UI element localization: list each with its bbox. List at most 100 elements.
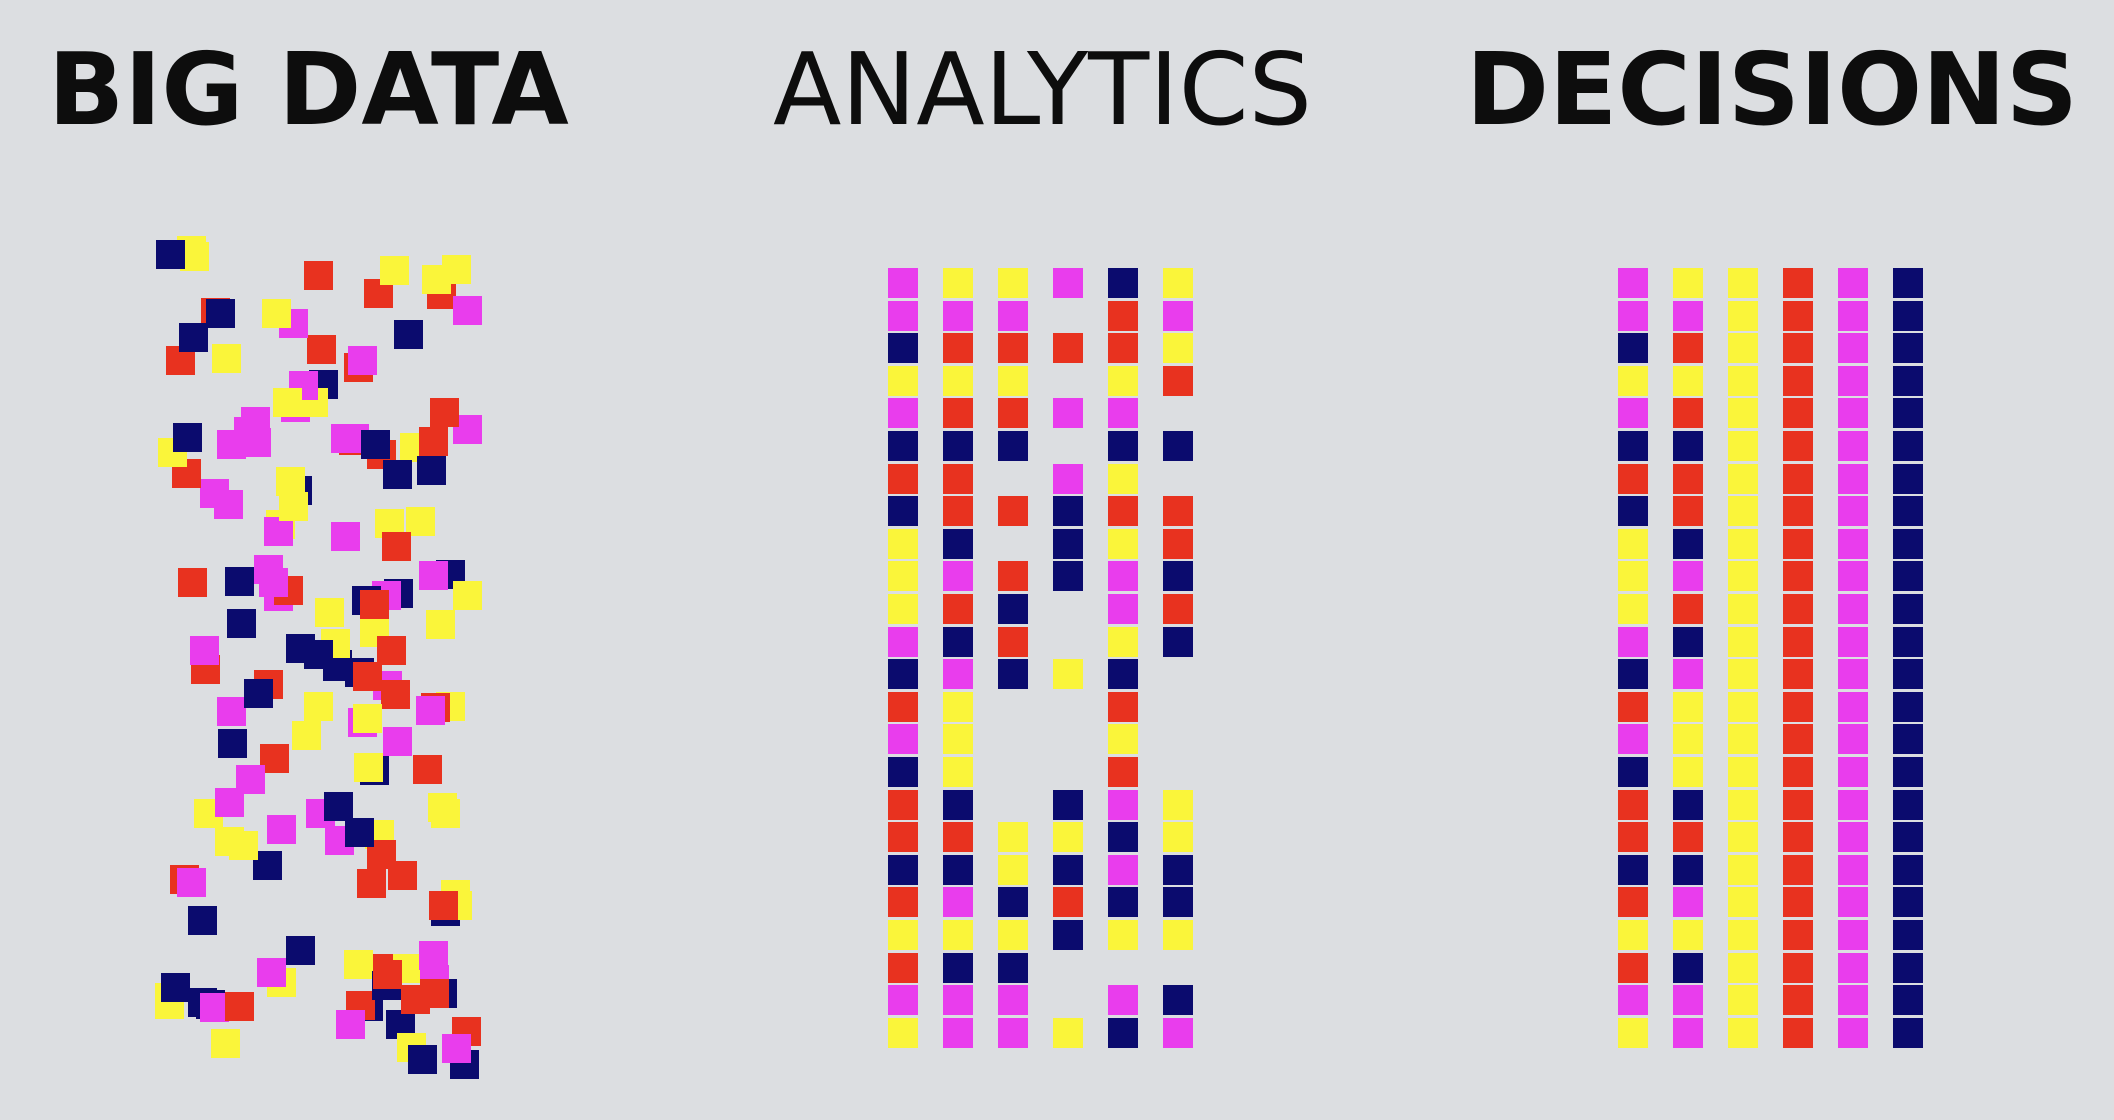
red-square (1618, 691, 1648, 722)
yellow-square (315, 598, 344, 627)
magenta-square (1838, 398, 1868, 429)
red-square (1783, 626, 1813, 657)
navy-square (888, 659, 918, 690)
navy-square (1893, 431, 1923, 461)
red-square (1163, 594, 1193, 624)
yellow-square (1728, 757, 1758, 787)
yellow-square (1108, 528, 1138, 559)
yellow-square (1053, 822, 1083, 853)
navy-square (1893, 268, 1923, 298)
magenta-square (190, 636, 219, 665)
magenta-square (1838, 887, 1868, 918)
navy-square (383, 460, 412, 489)
navy-square (1053, 561, 1083, 592)
yellow-square (344, 950, 373, 979)
magenta-square (348, 346, 377, 375)
navy-square (943, 952, 973, 983)
yellow-square (1728, 300, 1758, 331)
red-square (1783, 659, 1813, 690)
yellow-square (1728, 528, 1758, 559)
magenta-square (331, 424, 360, 453)
magenta-square (1838, 561, 1868, 592)
yellow-square (1728, 365, 1758, 396)
navy-square (1053, 496, 1083, 527)
navy-square (1618, 333, 1648, 364)
red-square (1618, 822, 1648, 853)
yellow-square (428, 793, 457, 822)
magenta-square (1618, 268, 1648, 298)
magenta-square (888, 300, 918, 331)
magenta-square (416, 696, 445, 725)
navy-square (1618, 496, 1648, 527)
magenta-square (214, 490, 243, 519)
yellow-square (1163, 822, 1193, 853)
yellow-square (1728, 887, 1758, 918)
red-square (1783, 952, 1813, 983)
navy-square (1618, 854, 1648, 885)
red-square (382, 532, 411, 561)
navy-square (227, 609, 256, 638)
yellow-square (426, 610, 455, 639)
yellow-square (1618, 594, 1648, 624)
magenta-square (943, 887, 973, 918)
red-square (888, 463, 918, 494)
magenta-square (419, 941, 448, 970)
magenta-square (1838, 268, 1868, 298)
red-square (1108, 691, 1138, 722)
navy-square (1893, 300, 1923, 331)
navy-square (188, 906, 217, 935)
navy-square (943, 854, 973, 885)
red-square (1673, 398, 1703, 429)
decisions-heading: DECISIONS (1466, 31, 2078, 148)
yellow-square (943, 757, 973, 787)
navy-square (1108, 1017, 1138, 1048)
red-square (998, 626, 1028, 657)
navy-square (943, 528, 973, 559)
navy-square (1893, 822, 1923, 853)
yellow-square (1618, 561, 1648, 592)
red-square (1783, 887, 1813, 918)
big-data-heading: BIG DATA (48, 31, 569, 148)
yellow-square (998, 365, 1028, 396)
yellow-square (1108, 365, 1138, 396)
red-square (1108, 496, 1138, 527)
magenta-square (1838, 365, 1868, 396)
magenta-square (1673, 561, 1703, 592)
red-square (1783, 920, 1813, 950)
yellow-square (888, 561, 918, 592)
magenta-square (267, 815, 296, 844)
yellow-square (1728, 1017, 1758, 1048)
magenta-square (943, 985, 973, 1016)
magenta-square (1053, 398, 1083, 429)
magenta-square (1838, 594, 1868, 624)
navy-square (324, 792, 353, 821)
navy-square (888, 854, 918, 885)
navy-square (1108, 887, 1138, 918)
magenta-square (1838, 659, 1868, 690)
red-square (998, 398, 1028, 429)
yellow-square (998, 920, 1028, 950)
navy-square (943, 789, 973, 820)
yellow-square (1728, 789, 1758, 820)
magenta-square (1838, 920, 1868, 950)
magenta-square (217, 430, 246, 459)
navy-square (345, 818, 374, 847)
red-square (360, 590, 389, 619)
magenta-square (888, 985, 918, 1016)
yellow-square (1728, 398, 1758, 429)
red-square (1618, 952, 1648, 983)
navy-square (888, 757, 918, 787)
magenta-square (1108, 594, 1138, 624)
yellow-square (1053, 659, 1083, 690)
yellow-square (406, 507, 435, 536)
magenta-square (264, 517, 293, 546)
red-square (1618, 463, 1648, 494)
red-square (1783, 398, 1813, 429)
yellow-square (998, 822, 1028, 853)
yellow-square (453, 581, 482, 610)
red-square (1783, 822, 1813, 853)
red-square (1783, 985, 1813, 1016)
red-square (888, 789, 918, 820)
red-square (401, 985, 430, 1014)
red-square (1618, 789, 1648, 820)
